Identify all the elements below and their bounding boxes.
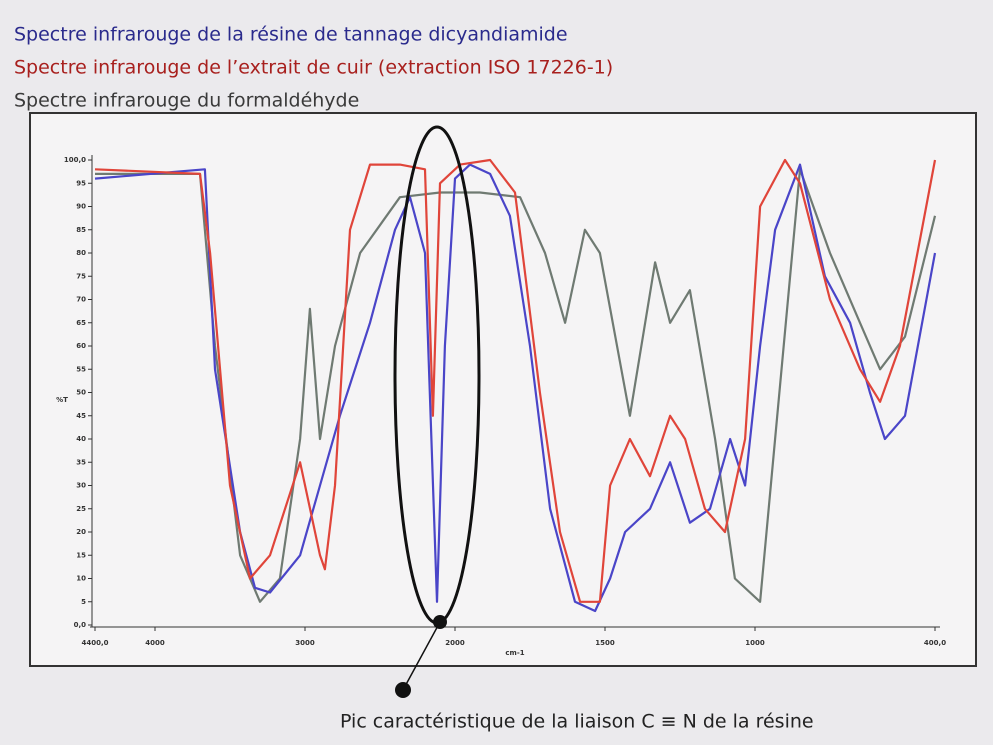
y-tick-label: 5	[81, 598, 86, 606]
x-tick-label: 400,0	[924, 639, 946, 647]
x-axis-label: cm-1	[505, 649, 524, 657]
x-tick-label: 1500	[595, 639, 615, 647]
y-tick-label: 0,0	[74, 621, 87, 629]
y-tick-label: 10	[76, 575, 86, 583]
y-tick-label: 50	[76, 389, 86, 397]
spectrum-line	[94, 163, 937, 613]
y-tick-label: 85	[76, 226, 86, 234]
y-tick-label: 55	[76, 365, 86, 373]
y-tick-label: 65	[76, 319, 86, 327]
x-tick-label: 4000	[145, 639, 165, 647]
x-tick-label: 2000	[445, 639, 465, 647]
y-tick-label: 25	[76, 505, 86, 513]
plot: 0,0 5 10 15 20 25 30 35 40 45 50 55 60 65 70 75 80 85 90 95…	[56, 155, 946, 657]
y-tick-label: 40	[76, 435, 86, 443]
y-tick-label: 100,0	[64, 156, 86, 164]
y-tick-label: 45	[76, 412, 86, 420]
x-tick-label: 3000	[295, 639, 315, 647]
title-line: Spectre infrarouge de l’extrait de cuir …	[14, 57, 613, 79]
y-tick-label: 15	[76, 551, 86, 559]
y-axis-label: %T	[56, 396, 68, 404]
title-line: Spectre infrarouge du formaldéhyde	[14, 90, 359, 112]
annotation: Pic caractéristique de la liaison C ≡ N …	[340, 711, 814, 733]
y-tick-label: 60	[76, 342, 86, 350]
chart-frame	[29, 112, 977, 667]
y-tick-label: 90	[76, 203, 86, 211]
x-tick-label: 1000	[745, 639, 765, 647]
x-tick-label: 4400,0	[81, 639, 108, 647]
y-tick-label: 70	[76, 296, 86, 304]
y-tick-label: 95	[76, 179, 86, 187]
y-tick-label: 75	[76, 272, 86, 280]
pointer-line	[402, 621, 441, 691]
y-tick-label: 20	[76, 528, 86, 536]
pointer-dot	[395, 682, 411, 698]
y-tick-label: 80	[76, 249, 86, 257]
titles: Spectre infrarouge de la résine de tanna…	[14, 24, 613, 112]
y-tick-label: 35	[76, 458, 86, 466]
spectrum-line	[94, 158, 937, 603]
title-line: Spectre infrarouge de la résine de tanna…	[14, 24, 568, 46]
spectrum-line	[95, 168, 937, 603]
y-tick-label: 30	[76, 482, 86, 490]
